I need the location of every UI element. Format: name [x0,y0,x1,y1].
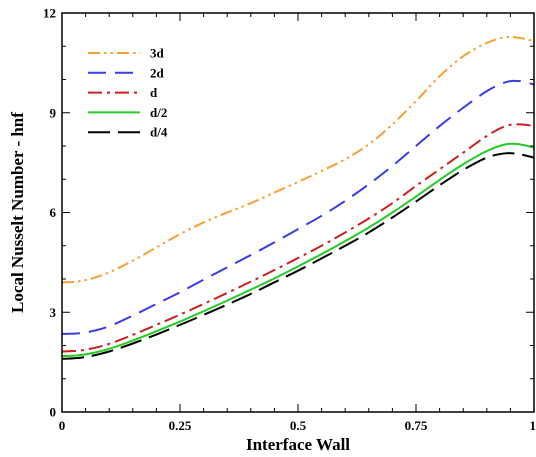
legend: 3d 2d d d/2 d/4 [88,46,168,140]
legend-label: 2d [150,65,165,80]
x-tick-label: 0.5 [290,418,307,433]
y-tick-label: 9 [50,105,57,120]
x-axis-title: Interface Wall [246,435,350,454]
legend-label: d [150,85,158,100]
series-line-5 [61,152,535,360]
x-tick-label: 0.25 [169,418,192,433]
series-line-3 [61,123,535,353]
ticks [61,12,535,413]
y-tick-label: 12 [43,6,56,21]
legend-label: 3d [150,46,165,61]
series-line-4 [61,142,535,358]
y-axis-title: Local Nusselt Number - hnf [8,112,27,313]
x-tick-label: 1 [530,418,536,433]
tick-labels: 0 3 6 9 12 0 0.25 0.5 0.75 1 [43,6,536,434]
series-line-1 [61,35,535,284]
curves [61,35,535,360]
x-tick-label: 0 [59,418,66,433]
y-tick-label: 0 [50,405,57,420]
y-tick-label: 3 [50,305,57,320]
x-tick-label: 0.75 [405,418,428,433]
y-tick-label: 6 [50,205,57,220]
legend-label: d/4 [150,125,168,140]
series-line-2 [61,79,535,335]
legend-label: d/2 [150,105,167,120]
